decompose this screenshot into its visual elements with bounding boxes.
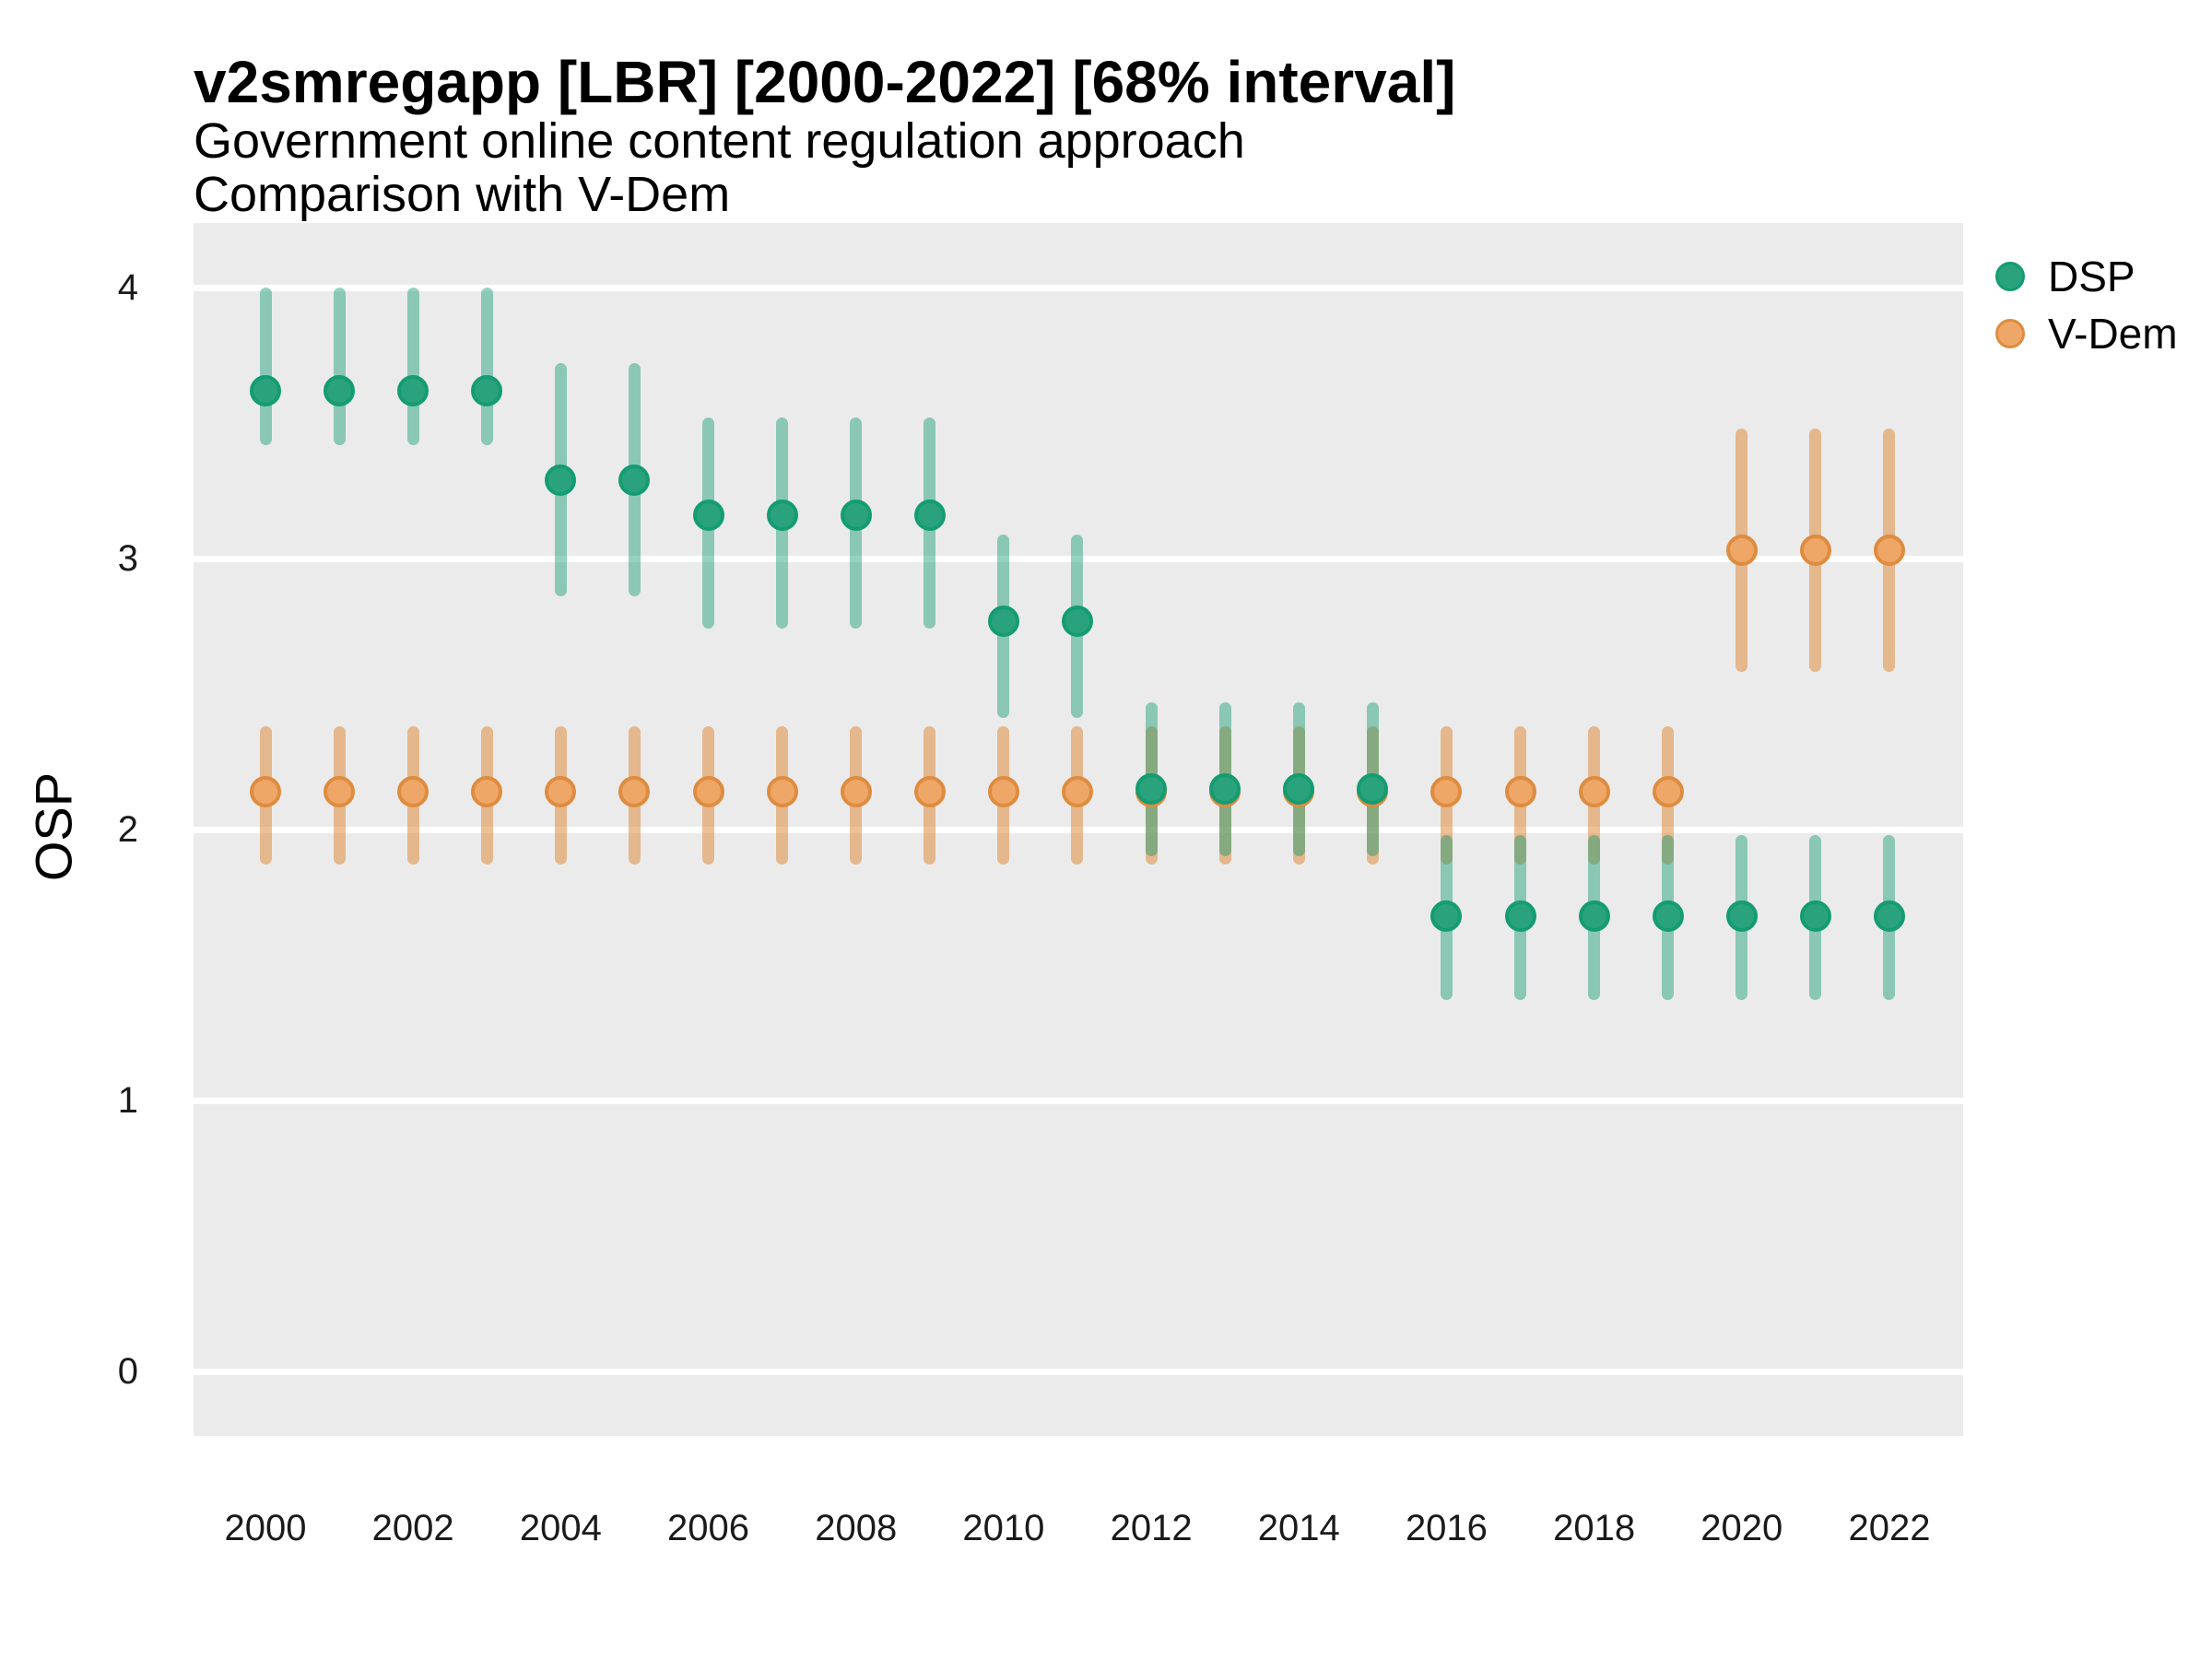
vdem-point-2011 (1061, 775, 1093, 807)
vdem-point-2016 (1430, 775, 1463, 807)
dsp-point-2015 (1357, 772, 1389, 805)
vdem-point-2008 (840, 775, 872, 807)
x-tick-label-2010: 2010 (962, 1508, 1045, 1548)
vdem-point-2019 (1652, 775, 1684, 807)
chart-subtitle-line2: Comparison with V-Dem (194, 167, 731, 222)
vdem-point-2021 (1799, 535, 1831, 567)
dsp-point-2019 (1652, 900, 1684, 933)
gridline-y-3 (194, 555, 1963, 562)
vdem-point-2007 (766, 775, 798, 807)
x-tick-label-2020: 2020 (1700, 1508, 1783, 1548)
vdem-point-2020 (1725, 535, 1758, 567)
vdem-point-2018 (1578, 775, 1610, 807)
dsp-point-2016 (1430, 900, 1463, 933)
dsp-point-2022 (1873, 900, 1905, 933)
x-tick-label-2016: 2016 (1405, 1508, 1488, 1548)
dsp-interval-2003 (480, 288, 493, 445)
dsp-point-2009 (913, 499, 946, 531)
vdem-point-2009 (913, 775, 946, 807)
y-tick-label-4: 4 (117, 267, 138, 308)
dsp-point-2020 (1725, 900, 1758, 933)
x-tick-label-2004: 2004 (519, 1508, 602, 1548)
vdem-point-2001 (324, 775, 356, 807)
dsp-point-2017 (1504, 900, 1536, 933)
dsp-interval-2000 (259, 288, 272, 445)
y-tick-label-0: 0 (117, 1351, 138, 1392)
vdem-point-2010 (987, 775, 1019, 807)
vdem-point-2006 (692, 775, 724, 807)
vdem-point-2022 (1873, 535, 1905, 567)
dsp-point-2001 (324, 374, 356, 406)
dsp-point-2007 (766, 499, 798, 531)
dsp-point-2014 (1283, 772, 1315, 805)
vdem-point-2017 (1504, 775, 1536, 807)
gridline-y-0 (194, 1368, 1963, 1375)
legend-label-dsp: DSP (2048, 253, 2136, 300)
vdem-point-2000 (250, 775, 281, 807)
vdem-point-2004 (545, 775, 577, 807)
y-tick-label-2: 2 (117, 809, 138, 850)
legend-swatch-dsp (1995, 262, 2025, 291)
dsp-point-2011 (1061, 605, 1093, 637)
x-tick-label-2022: 2022 (1848, 1508, 1931, 1548)
dsp-point-2013 (1209, 772, 1241, 805)
dsp-point-2018 (1578, 900, 1610, 933)
dsp-interval-2002 (406, 288, 419, 445)
gridline-y-1 (194, 1097, 1963, 1104)
chart-title: v2smregapp [LBR] [2000-2022] [68% interv… (194, 49, 1456, 115)
x-tick-label-2000: 2000 (224, 1508, 307, 1548)
x-tick-label-2008: 2008 (815, 1508, 898, 1548)
x-tick-label-2012: 2012 (1110, 1508, 1193, 1548)
x-tick-label-2002: 2002 (371, 1508, 454, 1548)
chart-subtitle-line1: Government online content regulation app… (194, 113, 1245, 169)
vdem-point-2002 (397, 775, 429, 807)
x-tick-label-2014: 2014 (1257, 1508, 1340, 1548)
dsp-interval-2001 (333, 288, 346, 445)
x-tick-label-2006: 2006 (667, 1508, 750, 1548)
dsp-point-2000 (250, 374, 281, 406)
y-tick-label-3: 3 (117, 538, 138, 579)
y-tick-label-1: 1 (117, 1080, 138, 1121)
dsp-point-2021 (1799, 900, 1831, 933)
dsp-point-2002 (397, 374, 429, 406)
dsp-point-2005 (618, 464, 651, 496)
dsp-point-2004 (545, 464, 577, 496)
vdem-point-2003 (471, 775, 503, 807)
dsp-point-2006 (692, 499, 724, 531)
legend-swatch-vdem (1995, 319, 2025, 348)
gridline-y-4 (194, 284, 1963, 291)
dsp-point-2010 (987, 605, 1019, 637)
plot-panel (194, 223, 1963, 1436)
dsp-point-2008 (840, 499, 872, 531)
x-tick-label-2018: 2018 (1553, 1508, 1636, 1548)
vdem-point-2005 (618, 775, 651, 807)
dsp-point-2003 (471, 374, 503, 406)
legend-label-vdem: V-Dem (2048, 310, 2178, 358)
dsp-point-2012 (1135, 772, 1168, 805)
